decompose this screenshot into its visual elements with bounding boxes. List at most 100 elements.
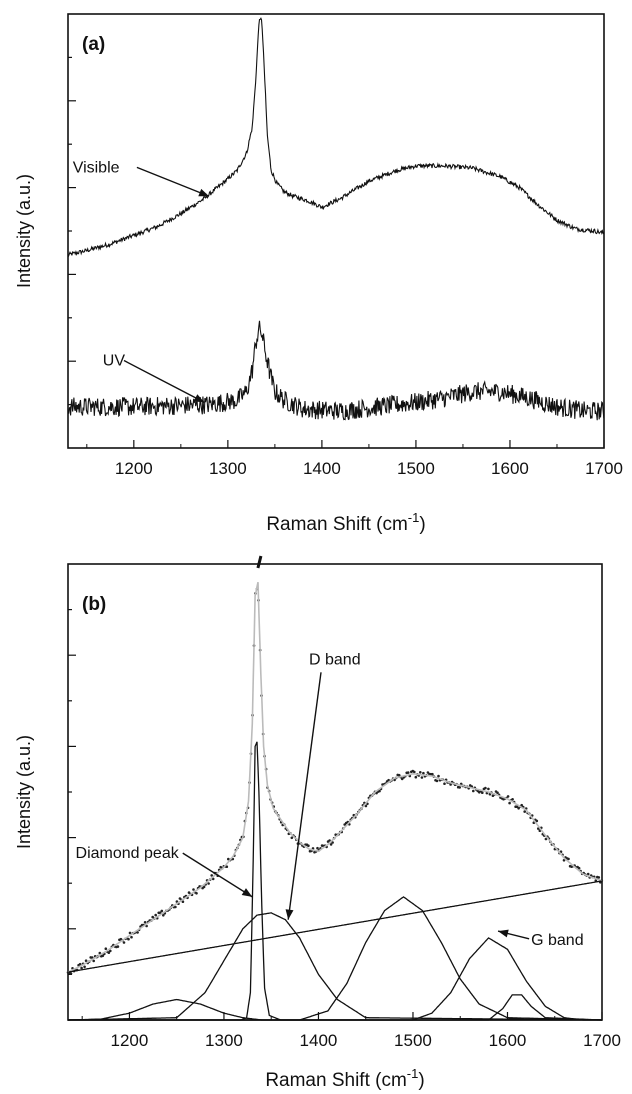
data-point xyxy=(597,876,601,879)
annotation-diamond-peak: Diamond peak xyxy=(76,845,180,862)
data-point xyxy=(122,941,126,944)
data-point xyxy=(107,951,111,954)
data-point xyxy=(437,774,440,778)
data-point xyxy=(154,913,157,917)
data-point xyxy=(316,846,319,850)
data-point xyxy=(162,914,165,917)
data-point xyxy=(420,776,424,779)
x-tick-label: 1500 xyxy=(394,1031,432,1050)
panel-label: (b) xyxy=(82,594,106,615)
y-axis-label: Intensity (a.u.) xyxy=(14,174,34,288)
data-point xyxy=(535,819,539,823)
annotation-arrow xyxy=(182,852,253,898)
annotation-visible: Visible xyxy=(73,159,120,176)
series-d xyxy=(68,912,602,1021)
x-tick-label: 1400 xyxy=(300,1031,338,1050)
data-point xyxy=(109,949,112,953)
x-tick-label: 1200 xyxy=(115,459,153,478)
data-point xyxy=(431,772,434,776)
plot-frame xyxy=(67,563,603,1021)
series-baseline xyxy=(67,880,603,973)
data-point xyxy=(290,836,294,840)
data-point xyxy=(80,966,83,970)
x-tick-label: 1400 xyxy=(303,459,341,478)
x-tick-label: 1700 xyxy=(585,459,623,478)
x-tick-label: 1500 xyxy=(397,459,435,478)
data-point xyxy=(83,965,86,969)
data-point xyxy=(594,879,598,882)
data-point xyxy=(192,888,195,891)
data-point xyxy=(523,810,526,813)
panel-b: 1200 1300 1400 1500 1600 1700 Raman Shift (cm-… xyxy=(14,555,621,1091)
data-point xyxy=(508,801,511,805)
data-point xyxy=(158,911,162,914)
annotation-g-band: G band xyxy=(531,932,583,949)
arrow-head xyxy=(498,929,509,938)
data-point xyxy=(101,954,105,958)
data-point xyxy=(577,866,581,870)
x-tick-label: 1600 xyxy=(491,459,529,478)
data-point xyxy=(136,931,139,934)
data-point xyxy=(511,798,514,801)
series-visible xyxy=(67,17,605,257)
x-tick-label: 1200 xyxy=(111,1031,149,1050)
series-amorphous-low xyxy=(68,998,602,1021)
data-point xyxy=(422,771,425,775)
data-point xyxy=(207,882,210,885)
data-point xyxy=(413,770,416,774)
data-point xyxy=(128,931,132,935)
data-point xyxy=(443,782,446,785)
data-point xyxy=(160,909,164,913)
series-g xyxy=(68,937,602,1021)
annotation-d-band: D band xyxy=(309,651,361,668)
data-point xyxy=(130,935,133,939)
x-tick-label: 1600 xyxy=(489,1031,527,1050)
data-point xyxy=(84,959,88,962)
data-point xyxy=(586,872,590,876)
arrow-head xyxy=(193,394,205,403)
annotation-arrow xyxy=(287,672,322,920)
data-point xyxy=(143,921,147,924)
series-fit xyxy=(67,582,603,973)
x-axis-label: Raman Shift (cm-1) xyxy=(266,510,425,535)
data-point xyxy=(397,773,401,777)
data-point xyxy=(484,786,487,790)
data-point xyxy=(378,789,381,793)
data-point xyxy=(78,962,82,966)
annotation-uv: UV xyxy=(103,353,126,370)
series-small-1610 xyxy=(68,994,602,1021)
data-point xyxy=(449,783,452,786)
data-point xyxy=(92,959,95,963)
data-point xyxy=(331,841,334,844)
data-point xyxy=(174,905,177,909)
arrow-head xyxy=(285,909,294,920)
x-tick-label: 1300 xyxy=(205,1031,243,1050)
data-point xyxy=(472,789,475,793)
data-point xyxy=(202,885,206,889)
annotation-arrow xyxy=(136,166,210,197)
panel-a: 1200 1300 1400 1500 1600 1700 Raman Shift (cm-… xyxy=(14,13,623,535)
data-point xyxy=(481,791,484,794)
data-point xyxy=(364,804,368,808)
data-point xyxy=(496,791,499,794)
data-point xyxy=(520,803,523,807)
y-axis-label: Intensity (a.u.) xyxy=(14,735,34,849)
data-point xyxy=(414,775,418,779)
data-point xyxy=(104,947,108,950)
arrow-head xyxy=(241,888,253,897)
data-point xyxy=(210,874,213,877)
data-point xyxy=(458,786,462,789)
data-point xyxy=(562,859,566,862)
data-point xyxy=(181,900,185,903)
data-point xyxy=(517,807,520,810)
series-uv xyxy=(67,320,605,421)
arrow-head xyxy=(198,188,210,197)
data-point xyxy=(69,972,73,975)
data-point xyxy=(544,837,548,841)
data-point xyxy=(487,787,490,791)
data-point xyxy=(98,951,102,955)
data-point xyxy=(406,771,410,774)
data-point xyxy=(506,795,510,798)
panel-label: (a) xyxy=(82,34,105,55)
